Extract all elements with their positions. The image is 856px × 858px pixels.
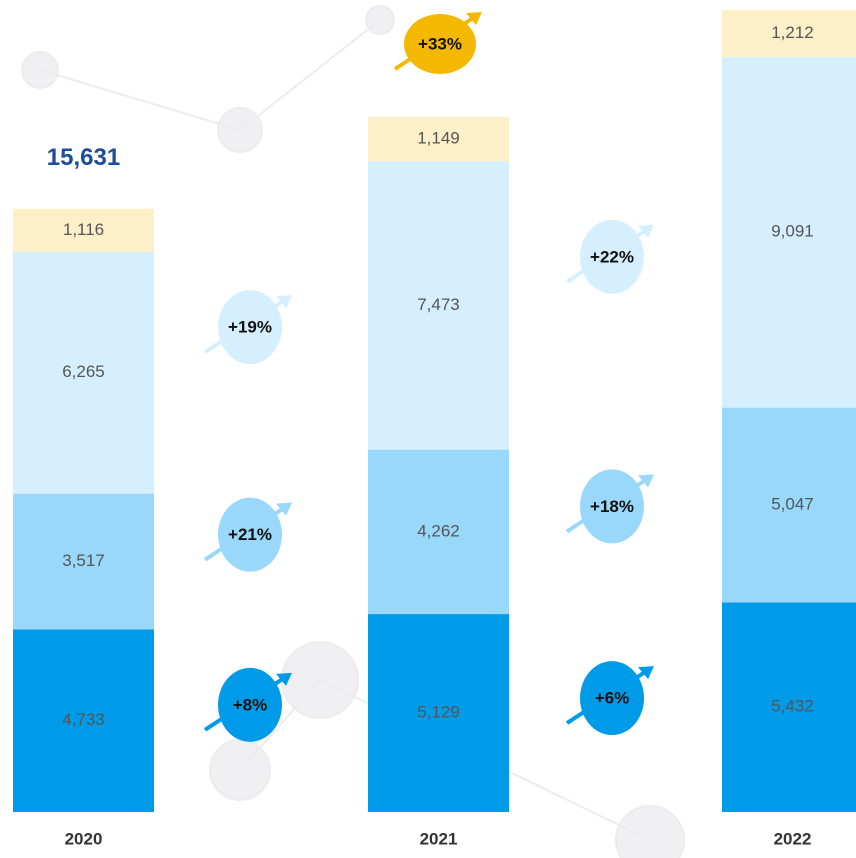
category-label: 2022 xyxy=(774,829,812,848)
growth-arrowhead xyxy=(638,224,654,238)
bar-segment xyxy=(13,208,154,252)
bar-segment xyxy=(722,10,856,57)
value-label: 1,149 xyxy=(417,129,460,148)
growth-badge xyxy=(218,667,282,742)
bar-segment xyxy=(722,56,856,408)
value-label: 4,262 xyxy=(417,521,460,540)
bar-segment xyxy=(13,629,154,812)
growth-arrowhead xyxy=(276,672,292,686)
value-label: 3,517 xyxy=(62,551,105,570)
growth-label: +33% xyxy=(418,34,462,53)
growth-label: +8% xyxy=(233,695,268,714)
category-label: 2021 xyxy=(420,829,458,848)
growth-badge xyxy=(404,14,476,74)
value-label: 5,129 xyxy=(417,703,460,722)
value-label: 1,212 xyxy=(771,23,814,42)
growth-arrowhead xyxy=(638,666,654,680)
growth-badge xyxy=(580,661,644,736)
bar-segment xyxy=(722,407,856,603)
bar-segment xyxy=(13,493,154,630)
growth-label: +6% xyxy=(595,689,630,708)
value-label: 4,733 xyxy=(62,710,105,729)
bar-segment xyxy=(13,251,154,494)
growth-badge xyxy=(580,469,644,544)
value-label: 6,265 xyxy=(62,362,105,381)
bar-segment xyxy=(368,116,509,162)
growth-badge xyxy=(218,290,282,365)
growth-label: +21% xyxy=(228,525,272,544)
growth-badge xyxy=(580,219,644,294)
growth-label: +18% xyxy=(590,497,634,516)
bar-segment xyxy=(368,449,509,615)
bar-segment xyxy=(368,161,509,450)
category-label: 2020 xyxy=(65,829,103,848)
value-label: 9,091 xyxy=(771,222,814,241)
growth-label: +22% xyxy=(590,247,634,266)
value-label: 7,473 xyxy=(417,295,460,314)
bar-segment xyxy=(722,602,856,812)
value-label: 5,047 xyxy=(771,494,814,513)
bar-segment xyxy=(368,614,509,812)
value-label: 5,432 xyxy=(771,697,814,716)
growth-arrowhead xyxy=(638,474,654,488)
growth-label: +19% xyxy=(228,318,272,337)
growth-badge xyxy=(218,497,282,572)
growth-arrowhead xyxy=(276,295,292,309)
background-decoration xyxy=(21,5,685,858)
growth-arrowhead xyxy=(466,12,482,25)
growth-arrowhead xyxy=(276,502,292,516)
total-label: 15,631 xyxy=(47,144,120,171)
value-label: 1,116 xyxy=(63,220,104,239)
